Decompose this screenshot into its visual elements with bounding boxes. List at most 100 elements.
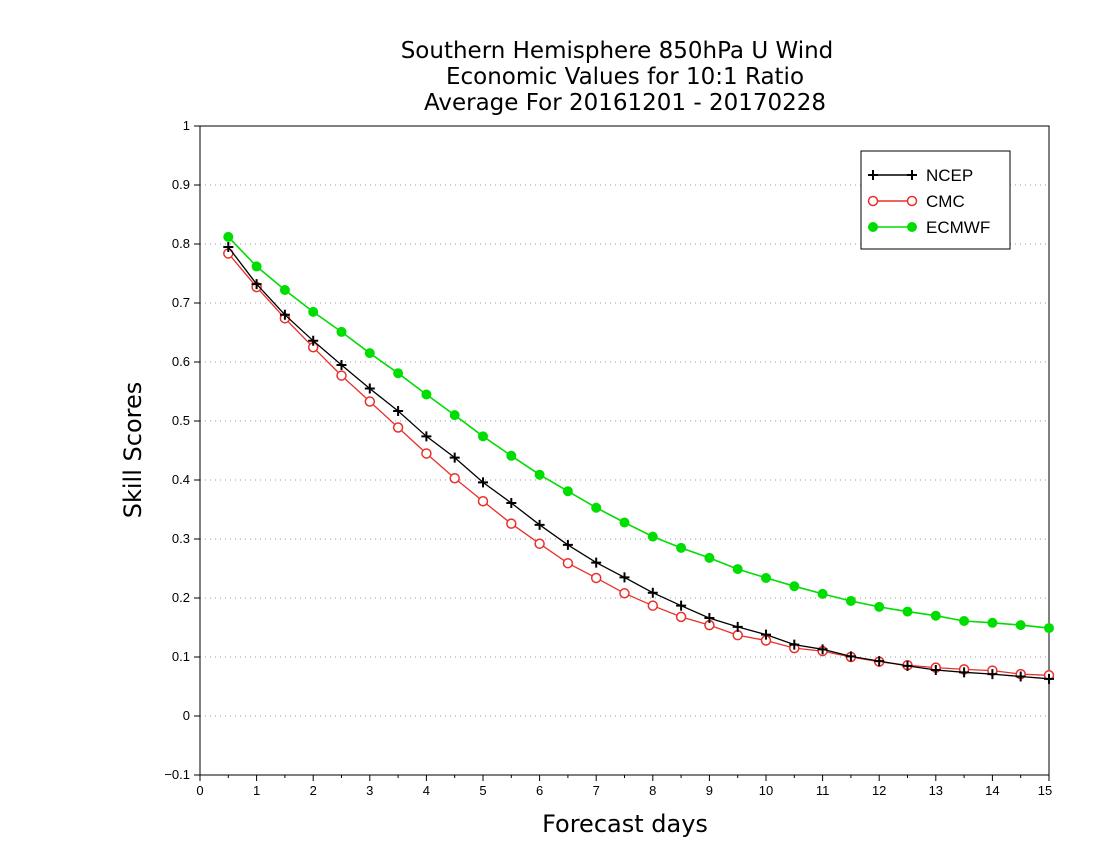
data-point: [1044, 623, 1054, 634]
x-tick-label: 15: [1038, 783, 1052, 798]
y-tick-label: 0.9: [172, 177, 190, 192]
x-tick-label: 12: [872, 783, 886, 798]
data-point: [732, 564, 743, 575]
data-point: [421, 389, 432, 400]
data-point: [449, 410, 460, 421]
x-tick-label: 8: [649, 783, 656, 798]
data-point: [449, 452, 460, 463]
data-point: [364, 348, 375, 359]
y-axis-label: Skill Scores: [119, 382, 147, 519]
data-point: [506, 518, 517, 529]
data-point: [223, 231, 234, 242]
x-tick-label: 3: [366, 783, 373, 798]
data-point: [817, 644, 828, 655]
x-axis-label: Forecast days: [542, 810, 708, 838]
data-point: [336, 326, 347, 337]
data-point: [619, 572, 630, 583]
legend-label: ECMWF: [926, 218, 990, 237]
y-tick-label: 1: [183, 118, 190, 133]
data-point: [868, 170, 878, 180]
series-ncep: [223, 241, 1054, 684]
data-point: [308, 306, 319, 317]
data-point: [902, 606, 913, 617]
y-tick-label: 0.4: [172, 472, 190, 487]
data-point: [647, 587, 658, 598]
data-point: [930, 664, 941, 675]
data-point: [534, 469, 545, 480]
y-tick-label: 0.7: [172, 295, 190, 310]
x-tick-label: 2: [310, 783, 317, 798]
data-point: [562, 539, 573, 550]
x-tick-label: 1: [253, 783, 260, 798]
data-point: [761, 572, 771, 583]
x-tick-label: 14: [985, 783, 999, 798]
title-line-1: Southern Hemisphere 850hPa U Wind: [401, 38, 834, 64]
data-point: [817, 588, 828, 599]
data-point: [704, 552, 715, 563]
data-point: [421, 431, 432, 442]
x-tick-label: 11: [816, 783, 830, 798]
data-point: [364, 396, 376, 407]
data-point: [562, 486, 573, 497]
y-tick-label: 0.5: [172, 413, 190, 428]
y-tick-label: 0.3: [172, 531, 190, 546]
data-point: [676, 542, 687, 553]
y-tick-label: 0.8: [172, 236, 190, 251]
data-point: [761, 629, 771, 640]
data-point: [223, 241, 234, 252]
data-point: [789, 581, 800, 592]
x-tick-label: 4: [423, 783, 430, 798]
data-point: [789, 639, 800, 650]
x-tick-label: 13: [929, 783, 943, 798]
y-tick-label: 0.6: [172, 354, 190, 369]
data-point: [590, 572, 602, 584]
title-line-2: Economic Values for 10:1 Ratio: [446, 64, 804, 90]
legend-label: CMC: [926, 192, 965, 211]
data-point: [1015, 671, 1026, 682]
data-point: [279, 285, 290, 296]
data-point: [732, 629, 743, 641]
data-point: [676, 600, 687, 611]
x-tick-label: 6: [536, 783, 543, 798]
y-tick-label: 0.2: [172, 590, 190, 605]
legend-item-ncep: NCEP: [868, 166, 973, 185]
legend-item-cmc: CMC: [867, 192, 965, 211]
data-point: [647, 531, 658, 542]
data-point: [959, 667, 970, 678]
x-tick-label: 7: [593, 783, 600, 798]
data-point: [845, 595, 856, 606]
data-point: [1044, 673, 1054, 684]
data-point: [251, 261, 262, 272]
data-point: [506, 450, 517, 461]
data-point: [874, 656, 885, 667]
legend-box: [860, 150, 1011, 250]
data-point: [392, 422, 404, 433]
title-line-3: Average For 20161201 - 20170228: [424, 90, 826, 116]
y-tick-label: 0.1: [172, 649, 190, 664]
x-tick-label: 0: [196, 783, 203, 798]
x-axis-ticks: 0 1 2 3 4 5 6 7 8 9 10 11 12 13 14 15: [196, 775, 1052, 798]
data-point: [647, 600, 659, 611]
data-point: [534, 538, 545, 549]
data-point: [336, 359, 347, 370]
data-point: [867, 195, 879, 207]
series-ecmwf: [223, 231, 1054, 634]
data-point: [987, 617, 998, 628]
data-point: [874, 601, 885, 612]
legend-item-ecmwf: ECMWF: [868, 218, 990, 237]
data-point: [477, 495, 489, 507]
data-point: [421, 448, 432, 459]
data-point: [279, 309, 290, 320]
data-point: [478, 477, 488, 488]
data-point: [591, 557, 602, 568]
y-tick-label: −0.1: [164, 767, 190, 782]
data-point: [868, 222, 878, 232]
data-point: [506, 498, 517, 509]
data-point: [393, 368, 404, 379]
data-point: [449, 472, 460, 484]
data-point: [675, 611, 687, 623]
data-point: [704, 613, 715, 624]
data-point: [478, 431, 488, 442]
data-point: [959, 616, 970, 627]
